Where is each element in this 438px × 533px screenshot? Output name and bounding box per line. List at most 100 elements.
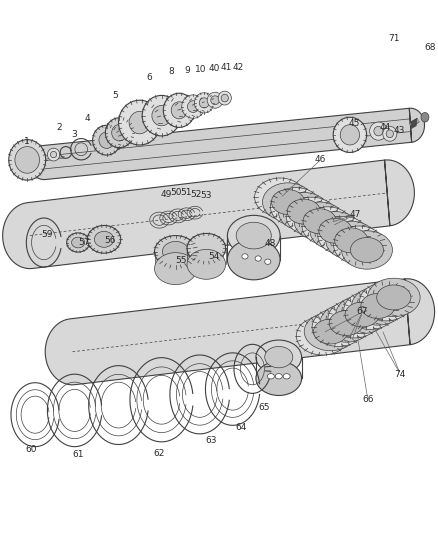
Ellipse shape (92, 125, 120, 155)
Text: 64: 64 (234, 424, 246, 432)
Ellipse shape (152, 106, 171, 126)
Ellipse shape (87, 225, 120, 253)
Text: 50: 50 (170, 189, 181, 197)
Ellipse shape (293, 202, 344, 240)
Text: 61: 61 (72, 450, 84, 458)
Text: 2: 2 (57, 124, 62, 132)
Ellipse shape (327, 300, 380, 338)
Text: 4: 4 (85, 114, 90, 123)
Text: 10: 10 (195, 65, 206, 74)
Ellipse shape (218, 91, 231, 105)
Ellipse shape (71, 237, 85, 248)
Ellipse shape (264, 259, 270, 264)
Ellipse shape (163, 93, 194, 127)
Ellipse shape (283, 374, 290, 379)
Ellipse shape (142, 95, 180, 136)
Ellipse shape (9, 140, 46, 180)
Ellipse shape (351, 287, 403, 325)
Ellipse shape (350, 238, 383, 262)
Ellipse shape (369, 122, 386, 140)
Ellipse shape (264, 346, 292, 368)
Ellipse shape (301, 207, 352, 245)
Ellipse shape (270, 188, 321, 226)
Ellipse shape (47, 148, 60, 161)
Text: 60: 60 (26, 445, 37, 454)
Text: 47: 47 (349, 210, 360, 219)
Ellipse shape (199, 98, 208, 108)
Ellipse shape (319, 304, 372, 342)
Ellipse shape (118, 100, 160, 145)
Ellipse shape (187, 249, 225, 279)
Ellipse shape (376, 285, 410, 310)
Text: 46: 46 (314, 156, 325, 164)
Ellipse shape (194, 93, 213, 113)
Text: 49: 49 (160, 190, 171, 199)
Text: 3: 3 (71, 130, 77, 139)
Ellipse shape (382, 126, 396, 141)
Ellipse shape (236, 222, 271, 249)
Ellipse shape (385, 130, 392, 138)
Ellipse shape (373, 126, 382, 136)
Ellipse shape (129, 111, 150, 134)
Text: 8: 8 (168, 68, 174, 76)
Ellipse shape (420, 112, 428, 122)
Ellipse shape (275, 374, 282, 379)
Text: 53: 53 (200, 191, 212, 200)
Ellipse shape (254, 178, 305, 216)
Ellipse shape (254, 256, 261, 261)
Ellipse shape (162, 241, 188, 262)
Ellipse shape (318, 219, 351, 243)
Ellipse shape (154, 236, 196, 268)
Ellipse shape (271, 190, 304, 214)
Text: 66: 66 (361, 395, 373, 404)
Ellipse shape (309, 212, 360, 250)
Ellipse shape (187, 101, 198, 112)
Text: 43: 43 (393, 126, 404, 135)
Text: 55: 55 (175, 256, 186, 264)
Text: 62: 62 (153, 449, 165, 457)
Text: 9: 9 (184, 66, 190, 75)
Ellipse shape (207, 92, 223, 108)
Text: 59: 59 (42, 230, 53, 239)
Ellipse shape (302, 209, 336, 233)
Text: 54: 54 (208, 253, 219, 261)
Text: 45: 45 (348, 119, 360, 128)
Text: 42: 42 (232, 63, 243, 72)
Ellipse shape (286, 197, 336, 236)
Ellipse shape (171, 102, 187, 119)
Ellipse shape (311, 308, 364, 346)
Text: 57: 57 (78, 238, 90, 247)
Ellipse shape (105, 118, 133, 148)
Text: 56: 56 (104, 237, 115, 245)
Ellipse shape (341, 231, 392, 269)
Ellipse shape (333, 226, 384, 264)
Ellipse shape (296, 317, 348, 355)
Ellipse shape (334, 228, 367, 253)
Ellipse shape (154, 253, 196, 285)
Ellipse shape (332, 117, 366, 152)
Ellipse shape (210, 96, 219, 104)
Text: 5: 5 (112, 92, 118, 100)
Ellipse shape (262, 183, 313, 221)
Ellipse shape (227, 239, 279, 280)
Ellipse shape (111, 125, 127, 141)
Polygon shape (30, 108, 424, 180)
Ellipse shape (325, 221, 376, 260)
Ellipse shape (360, 294, 394, 318)
Polygon shape (45, 279, 434, 385)
Ellipse shape (99, 132, 114, 148)
Ellipse shape (367, 278, 419, 317)
Ellipse shape (313, 319, 347, 344)
Polygon shape (3, 160, 413, 269)
Text: 68: 68 (424, 44, 435, 52)
Text: 52: 52 (190, 190, 201, 199)
Ellipse shape (335, 295, 388, 334)
Text: 71: 71 (388, 35, 399, 43)
Ellipse shape (50, 151, 57, 158)
Ellipse shape (343, 291, 396, 329)
Ellipse shape (241, 254, 247, 259)
Ellipse shape (94, 231, 113, 247)
Ellipse shape (255, 361, 301, 395)
Ellipse shape (286, 199, 320, 224)
Text: 63: 63 (205, 437, 216, 445)
